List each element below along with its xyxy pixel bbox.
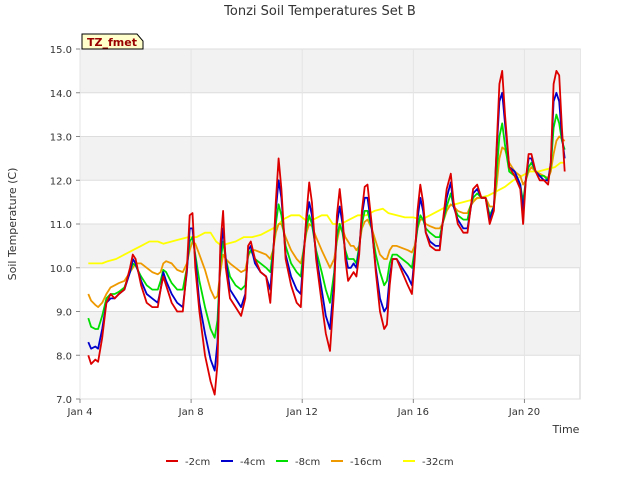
- series-lines: [87, 70, 566, 396]
- x-axis-ticks: Jan 4 Jan 8 Jan 12 Jan 16 Jan 20: [67, 399, 540, 418]
- legend: -2cm -4cm -8cm -16cm -32cm: [166, 457, 454, 468]
- legend-label: -8cm: [295, 457, 320, 468]
- y-tick-label: 10.0: [50, 264, 72, 275]
- y-tick-label: 7.0: [56, 395, 72, 406]
- legend-label: -32cm: [422, 457, 454, 468]
- x-tick-label: Jan 4: [67, 407, 93, 418]
- y-tick-label: 14.0: [50, 89, 72, 100]
- chart-title: Tonzi Soil Temperatures Set B: [223, 4, 416, 19]
- y-tick-label: 8.0: [56, 351, 72, 362]
- annotation-box: TZ_fmet: [81, 33, 144, 50]
- x-tick-label: Jan 20: [508, 407, 540, 418]
- x-axis-label: Time: [552, 423, 580, 436]
- y-tick-label: 11.0: [50, 220, 72, 231]
- series-line-minus-2cm: [87, 70, 566, 396]
- x-tick-label: Jan 16: [397, 407, 429, 418]
- y-axis-label: Soil Temperature (C): [6, 168, 19, 281]
- gridlines: [79, 48, 580, 400]
- band: [80, 224, 580, 268]
- x-tick-label: Jan 8: [178, 407, 204, 418]
- series-line-minus-32cm: [88, 161, 565, 265]
- y-tick-label: 9.0: [56, 308, 72, 319]
- y-axis-ticks: 7.0 8.0 9.0 10.0 11.0 12.0 13.0 14.0 15.0: [50, 45, 80, 406]
- y-tick-label: 15.0: [50, 45, 72, 56]
- legend-label: -16cm: [350, 457, 382, 468]
- legend-label: -4cm: [240, 457, 265, 468]
- x-tick-label: Jan 12: [286, 407, 318, 418]
- y-tick-label: 13.0: [50, 133, 72, 144]
- band: [80, 49, 580, 93]
- y-tick-label: 12.0: [50, 176, 72, 187]
- annotation-label: TZ_fmet: [87, 36, 137, 49]
- legend-label: -2cm: [185, 457, 210, 468]
